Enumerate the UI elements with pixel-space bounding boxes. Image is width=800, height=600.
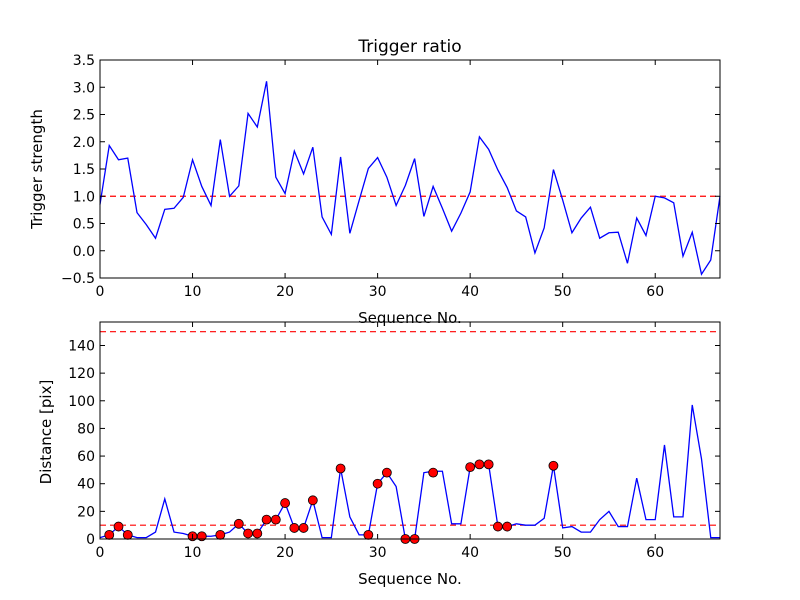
distance-x-tick-label: 50 (554, 545, 572, 561)
distance-data-marker (474, 459, 485, 470)
distance-data-marker (215, 529, 226, 540)
trigger-y-tick-label: 3.0 (73, 80, 95, 96)
distance-data-marker (113, 521, 124, 532)
bottom-x-axis-label: Sequence No. (358, 570, 462, 588)
trigger-series-line (99, 81, 721, 276)
distance-data-marker (298, 523, 309, 533)
distance-y-tick-label: 60 (77, 449, 95, 465)
distance-x-tick-label: 20 (276, 545, 294, 561)
distance-data-marker (493, 521, 503, 532)
trigger-x-tick-label: 60 (646, 284, 664, 300)
distance-data-marker (465, 462, 476, 473)
chart-title: Trigger ratio (357, 37, 461, 57)
trigger-y-tick-label: 2.5 (73, 108, 95, 124)
distance-panel: 0 10 20 30 40 50 60 0 20 40 60 80 100 120 140 Sequence… (37, 321, 721, 588)
distance-y-tick-label: 100 (68, 394, 95, 410)
trigger-ratio-panel: Trigger ratio 0 10 20 30 40 50 60 −0.5 0.0 0.5 1.0… (28, 37, 721, 327)
top-x-axis-label: Sequence No. (358, 309, 462, 327)
distance-data-marker (270, 514, 281, 525)
top-y-axis-label: Trigger strength (28, 109, 46, 230)
distance-data-marker (483, 459, 494, 470)
trigger-y-tick-label: −0.5 (61, 271, 95, 287)
distance-plot-area: 0 10 20 30 40 50 60 0 20 40 60 80 100 120 140 (68, 321, 721, 561)
distance-x-tick-label: 10 (184, 545, 202, 561)
trigger-y-tick-label: 1.5 (73, 162, 95, 178)
bottom-y-axis-label: Distance [pix] (37, 380, 55, 485)
trigger-y-tick-label: 1.0 (73, 189, 95, 205)
distance-data-marker (252, 528, 263, 539)
trigger-y-tick-label: 0.0 (73, 244, 95, 260)
trigger-x-tick-label: 10 (184, 284, 202, 300)
trigger-x-tick-label: 20 (276, 284, 294, 300)
distance-y-tick-label: 0 (86, 532, 95, 548)
distance-data-marker (372, 478, 383, 489)
trigger-y-tick-label: 2.0 (73, 135, 95, 151)
distance-data-marker (104, 529, 115, 540)
trigger-x-tick-label: 40 (461, 284, 479, 300)
distance-y-tick-label: 120 (68, 366, 95, 382)
distance-y-tick-label: 40 (77, 477, 95, 493)
distance-data-marker (548, 460, 559, 471)
trigger-x-tick-label: 0 (96, 284, 105, 300)
distance-x-tick-label: 0 (96, 545, 105, 561)
trigger-y-tick-label: 3.5 (73, 53, 95, 69)
distance-x-tick-label: 30 (369, 545, 387, 561)
distance-data-marker (363, 529, 374, 540)
trigger-plot-area: 0 10 20 30 40 50 60 −0.5 0.0 0.5 1.0 1.5 2.0 2.5 3.0 3.… (61, 53, 721, 300)
distance-y-tick-label: 140 (68, 338, 95, 354)
distance-data-marker (289, 523, 300, 533)
distance-data-marker (381, 467, 392, 478)
distance-data-marker (280, 498, 290, 508)
distance-data-marker (243, 528, 253, 539)
distance-data-marker (428, 467, 439, 478)
trigger-x-tick-label: 50 (554, 284, 572, 300)
distance-x-tick-label: 40 (461, 545, 479, 561)
distance-y-tick-label: 20 (77, 504, 95, 520)
distance-x-tick-label: 60 (646, 545, 664, 561)
trigger-y-tick-label: 0.5 (73, 217, 95, 233)
distance-axes-frame (99, 321, 721, 540)
distance-data-marker (196, 531, 207, 542)
distance-data-marker (307, 495, 318, 506)
distance-data-marker (335, 463, 346, 474)
distance-data-marker (502, 521, 513, 532)
trigger-x-tick-label: 30 (369, 284, 387, 300)
distance-data-marker (261, 514, 272, 525)
distance-data-marker (233, 518, 244, 529)
distance-data-marker (122, 529, 133, 540)
distance-y-tick-label: 80 (77, 421, 95, 437)
